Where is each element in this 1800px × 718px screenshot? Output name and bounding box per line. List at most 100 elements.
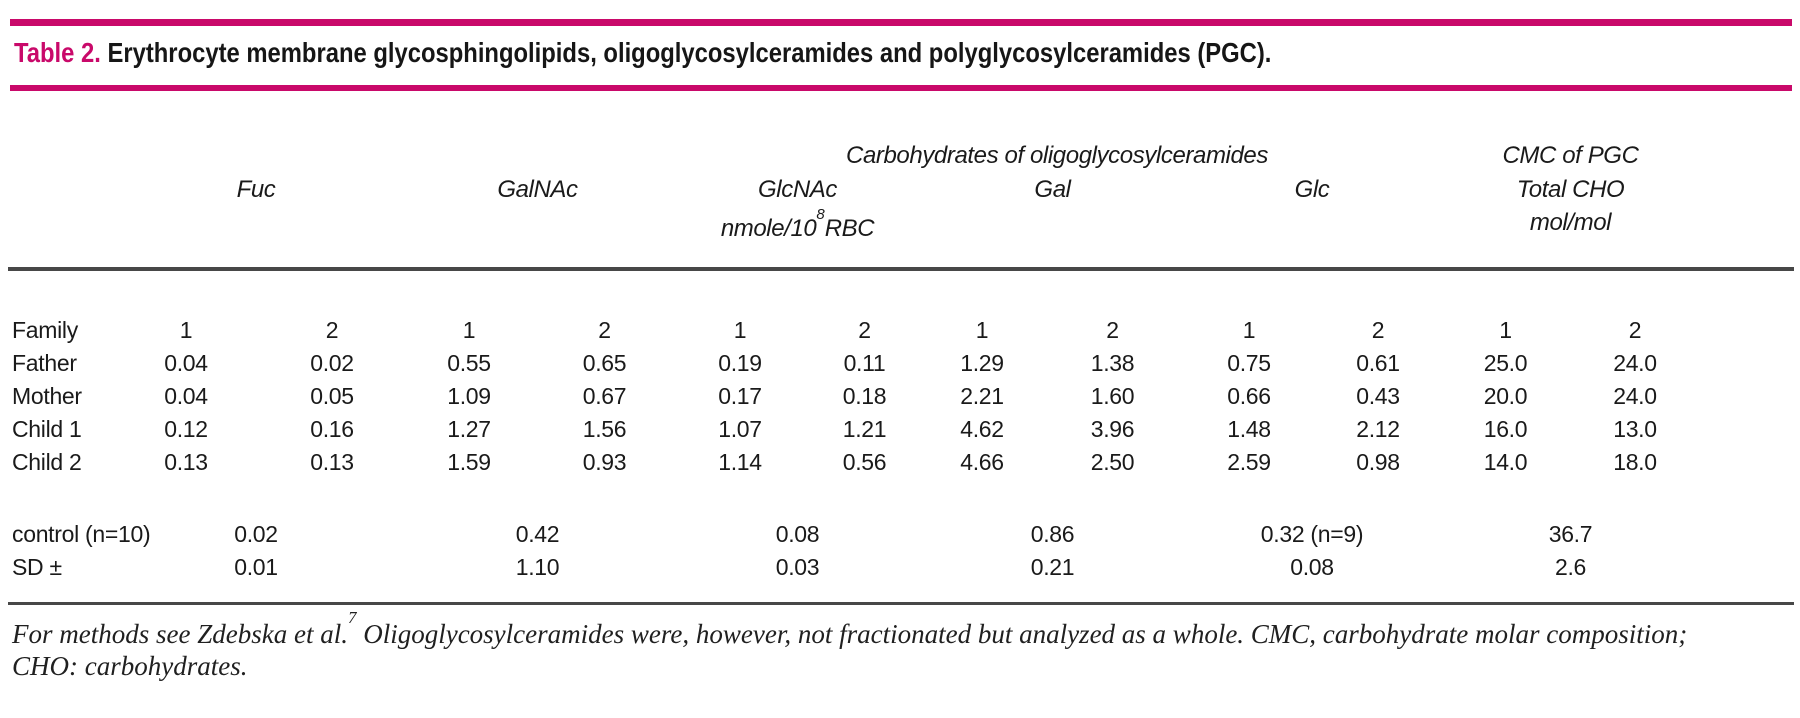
column-header-fuc: Fuc xyxy=(236,176,276,203)
value-cell: 1.60 xyxy=(1090,383,1135,409)
row-label: Father xyxy=(12,350,77,376)
value-cell: 0.13 xyxy=(164,449,208,475)
table-row-control: control (n=10) 0.02 0.42 0.08 0.86 0.32 … xyxy=(10,521,1700,547)
family-number: 1 xyxy=(733,317,747,343)
value-cell: 18.0 xyxy=(1613,449,1657,475)
table-caption: Table 2. Erythrocyte membrane glycosphin… xyxy=(14,37,1493,69)
value-cell: 2.50 xyxy=(1090,449,1135,475)
table-caption-text: Erythrocyte membrane glycosphingolipids,… xyxy=(107,37,1272,68)
value-cell: 0.17 xyxy=(718,383,762,409)
control-value: 36.7 xyxy=(1548,521,1593,547)
value-cell: 4.66 xyxy=(960,449,1004,475)
family-number: 1 xyxy=(1499,317,1512,343)
column-header-glcnac: GlcNAc xyxy=(758,176,837,203)
column-header-gal: Gal xyxy=(1034,176,1071,203)
value-cell: 16.0 xyxy=(1483,416,1528,442)
family-number: 2 xyxy=(1371,317,1385,343)
control-value: 0.42 xyxy=(515,521,560,547)
unit-post: RBC xyxy=(824,215,875,242)
value-cell: 1.48 xyxy=(1227,416,1271,442)
value-cell: 1.27 xyxy=(447,416,491,442)
value-cell: 0.18 xyxy=(842,383,887,409)
value-cell: 1.07 xyxy=(718,416,762,442)
value-cell: 13.0 xyxy=(1613,416,1657,442)
value-cell: 0.55 xyxy=(447,350,491,376)
value-cell: 14.0 xyxy=(1483,449,1528,475)
value-cell: 0.05 xyxy=(310,383,354,409)
footnote-separator-rule xyxy=(8,602,1794,605)
family-number: 2 xyxy=(598,317,611,343)
table-footnote: For methods see Zdebska et al.7 Oligogly… xyxy=(12,608,1688,682)
footnote-line-2: CHO: carbohydrates. xyxy=(12,651,248,681)
value-cell: 1.38 xyxy=(1090,350,1135,376)
value-cell: 0.12 xyxy=(164,416,208,442)
value-cell: 2.12 xyxy=(1356,416,1400,442)
sd-value: 0.21 xyxy=(1030,554,1075,580)
value-cell: 0.67 xyxy=(582,383,627,409)
value-cell: 0.61 xyxy=(1356,350,1400,376)
header-spacer xyxy=(10,143,110,169)
table-row-child-2: Child 2 0.13 0.13 1.59 0.93 1.14 0.56 4.… xyxy=(10,449,1700,475)
value-cell: 0.19 xyxy=(718,350,762,376)
value-cell: 1.29 xyxy=(960,350,1004,376)
value-cell: 0.13 xyxy=(310,449,354,475)
control-value: 0.86 xyxy=(1030,521,1075,547)
family-number: 2 xyxy=(325,317,339,343)
column-header-galnac: GalNAc xyxy=(497,176,578,203)
header-spacer xyxy=(10,177,110,203)
value-cell: 24.0 xyxy=(1613,383,1657,409)
unit-superscript: 8 xyxy=(816,206,825,223)
footnote-text-post: Oligoglycosylceramides were, however, no… xyxy=(356,619,1688,649)
footnote-text-pre: For methods see Zdebska et al. xyxy=(12,619,348,649)
row-label: control (n=10) xyxy=(12,521,151,547)
column-header-total-cho: Total CHO xyxy=(1516,176,1625,203)
table-row-sd: SD ± 0.01 1.10 0.03 0.21 0.08 2.6 xyxy=(10,554,1700,580)
table-row-family: Family 1 2 1 2 1 2 1 2 1 2 1 2 xyxy=(10,317,1700,343)
column-group-cmc-of-pgc: CMC of PGC xyxy=(1502,142,1639,169)
value-cell: 0.93 xyxy=(582,449,627,475)
header-separator-rule xyxy=(8,267,1794,271)
caption-bottom-accent-rule xyxy=(10,85,1792,91)
family-number: 1 xyxy=(462,317,476,343)
value-cell: 4.62 xyxy=(960,416,1004,442)
sd-value: 0.03 xyxy=(775,554,820,580)
table-row-mother: Mother 0.04 0.05 1.09 0.67 0.17 0.18 2.2… xyxy=(10,383,1700,409)
footnote-line-1: For methods see Zdebska et al.7 Oligogly… xyxy=(12,608,1688,650)
value-cell: 0.66 xyxy=(1227,383,1271,409)
value-cell: 0.98 xyxy=(1356,449,1400,475)
value-cell: 1.21 xyxy=(842,416,887,442)
header-group-row: Carbohydrates of oligoglycosylceramides … xyxy=(10,143,1700,169)
value-cell: 0.43 xyxy=(1356,383,1400,409)
sd-value: 2.6 xyxy=(1554,554,1587,580)
header-columns-row: Fuc GalNAc GlcNAc Gal Glc Total CHO xyxy=(10,177,1700,203)
unit-pre: nmole/10 xyxy=(720,215,817,242)
control-value: 0.02 xyxy=(234,521,278,547)
control-value: 0.32 (n=9) xyxy=(1260,521,1364,547)
value-cell: 1.56 xyxy=(582,416,627,442)
value-cell: 2.21 xyxy=(960,383,1004,409)
top-accent-rule xyxy=(10,19,1792,26)
value-cell: 0.11 xyxy=(843,350,886,376)
family-number: 2 xyxy=(858,317,871,343)
sd-value: 1.10 xyxy=(515,554,560,580)
family-number: 2 xyxy=(1628,317,1642,343)
value-cell: 0.02 xyxy=(310,350,354,376)
family-number: 1 xyxy=(1242,317,1256,343)
value-cell: 0.04 xyxy=(164,350,208,376)
value-cell: 0.04 xyxy=(164,383,208,409)
value-cell: 0.75 xyxy=(1227,350,1271,376)
value-cell: 0.65 xyxy=(582,350,627,376)
sd-value: 0.01 xyxy=(234,554,278,580)
column-header-glc: Glc xyxy=(1294,176,1330,203)
row-label: Mother xyxy=(12,383,82,409)
value-cell: 0.16 xyxy=(310,416,354,442)
row-label: Family xyxy=(12,317,78,343)
value-cell: 3.96 xyxy=(1090,416,1135,442)
row-label: SD ± xyxy=(12,554,62,580)
sd-value: 0.08 xyxy=(1290,554,1334,580)
value-cell: 25.0 xyxy=(1483,350,1528,376)
footnote-reference-superscript: 7 xyxy=(347,608,357,627)
family-number: 1 xyxy=(179,317,193,343)
column-group-oligoglycosylceramides: Carbohydrates of oligoglycosylceramides xyxy=(846,142,1268,169)
